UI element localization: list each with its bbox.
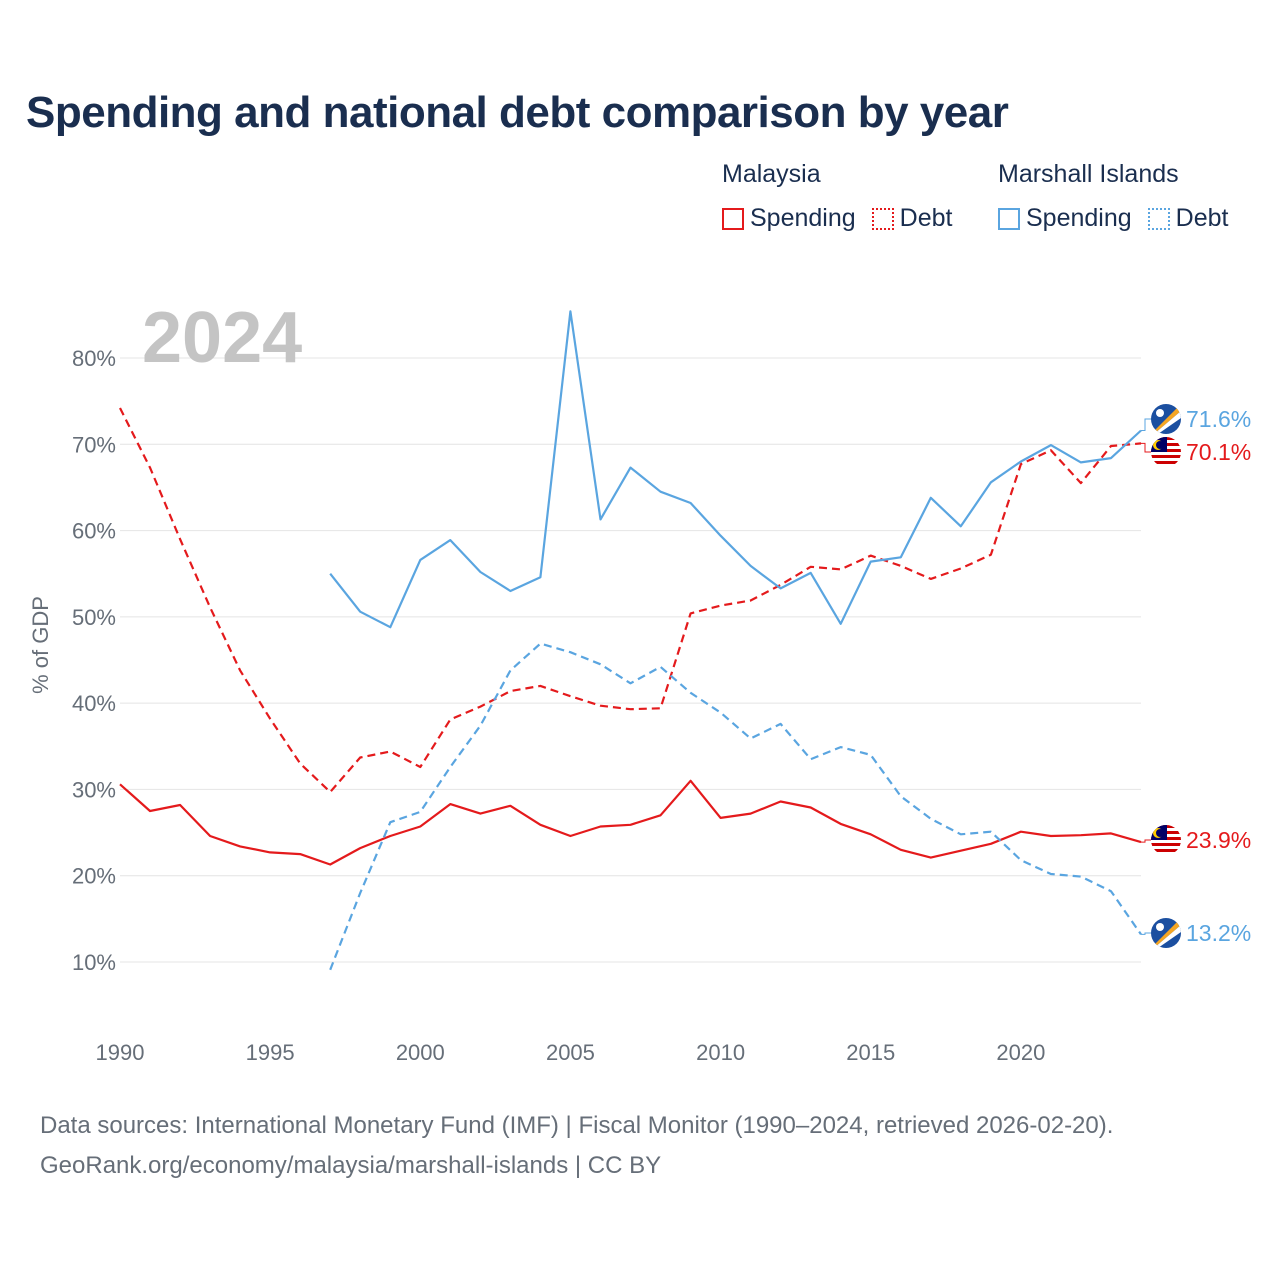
source-url-text: GeoRank.org/economy/malaysia/marshall-is…: [40, 1152, 662, 1179]
marshall-islands-flag-icon: [1151, 918, 1181, 948]
x-tick-label: 2000: [396, 1040, 445, 1065]
series-line-marshall-islands-spending: [329, 310, 1142, 629]
y-tick-label: 10%: [72, 950, 116, 975]
y-tick-label: 20%: [72, 864, 116, 889]
y-axis-title: % of GDP: [28, 596, 53, 694]
y-tick-label: 80%: [72, 346, 116, 371]
footer: Data sources: International Monetary Fun…: [40, 1106, 1113, 1186]
legend-swatch-solid: [722, 207, 744, 230]
legend-swatch-dotted: [871, 207, 894, 230]
x-tick-label: 2005: [546, 1040, 595, 1065]
legend-label: Debt: [899, 204, 953, 232]
y-tick-label: 40%: [72, 691, 116, 716]
legend-label: Debt: [1175, 204, 1229, 232]
legend-marshall-islands: Marshall Islands Spending Debt: [998, 160, 1244, 233]
legend-item-malaysia-spending[interactable]: Spending: [722, 204, 856, 233]
end-connector: [1141, 839, 1151, 843]
series-line-malaysia-spending: [119, 779, 1142, 866]
y-tick-label: 70%: [72, 432, 116, 457]
end-value-label: 23.9%: [1186, 827, 1251, 853]
legend-label: Spending: [750, 204, 856, 232]
marshall-islands-flag-icon: [1151, 404, 1181, 434]
malaysia-flag-icon: [1151, 825, 1181, 855]
end-connector: [1141, 418, 1151, 431]
legend-item-marshall-debt[interactable]: Debt: [1147, 204, 1229, 233]
end-connector: [1141, 932, 1151, 935]
x-tick-label: 2010: [696, 1040, 745, 1065]
legend-label: Spending: [1026, 204, 1132, 232]
end-value-label: 13.2%: [1186, 920, 1251, 946]
y-tick-label: 30%: [72, 777, 116, 802]
y-tick-label: 50%: [72, 605, 116, 630]
legend-item-malaysia-debt[interactable]: Debt: [871, 204, 953, 233]
x-tick-label: 2015: [846, 1040, 895, 1065]
legend-swatch-dotted: [1147, 207, 1170, 230]
y-tick-label: 60%: [72, 519, 116, 544]
end-value-label: 71.6%: [1186, 406, 1251, 432]
x-tick-label: 1995: [246, 1040, 295, 1065]
x-tick-label: 1990: [96, 1040, 145, 1065]
chart-title: Spending and national debt comparison by…: [26, 88, 1009, 137]
data-source-text: Data sources: International Monetary Fun…: [40, 1112, 1114, 1139]
x-tick-label: 2020: [996, 1040, 1045, 1065]
legend-country-malaysia: Malaysia: [722, 160, 821, 188]
legend-item-marshall-spending[interactable]: Spending: [998, 204, 1132, 233]
series-line-marshall-islands-debt: [329, 642, 1142, 971]
end-connector: [1141, 442, 1151, 453]
year-watermark: 2024: [142, 298, 302, 378]
legend-swatch-solid: [998, 207, 1020, 230]
malaysia-flag-icon: [1151, 437, 1181, 467]
end-value-label: 70.1%: [1186, 439, 1251, 465]
legend-country-marshall-islands: Marshall Islands: [998, 160, 1179, 188]
series-line-malaysia-debt: [119, 407, 1142, 794]
legend-malaysia: Malaysia Spending Debt: [722, 160, 968, 233]
